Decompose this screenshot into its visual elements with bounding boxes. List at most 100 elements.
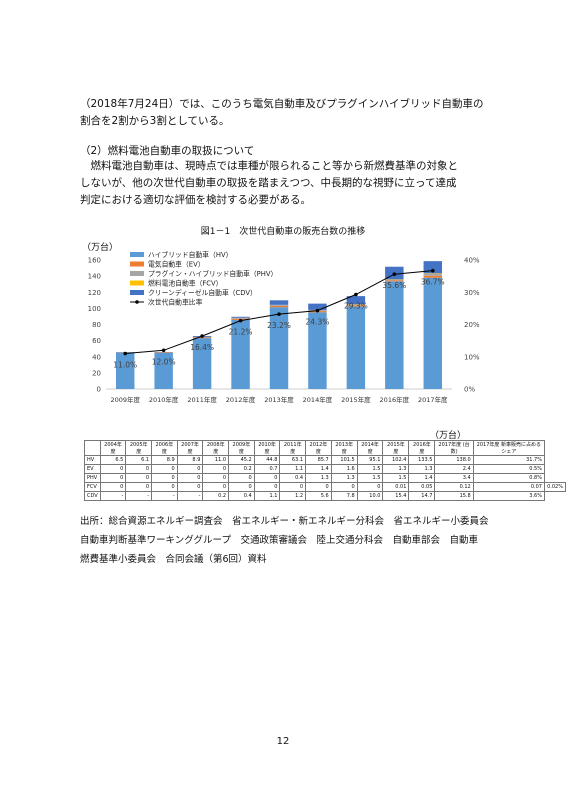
table-cell: 0 [99, 464, 127, 474]
table-cell: 0 [125, 464, 153, 474]
table-cell: 0 [356, 482, 384, 492]
bar-segment [269, 305, 289, 308]
table-cell: EV [84, 464, 101, 474]
para2-line1: 燃料電池自動車は、現時点では車種が限られること等から新燃費基準の対象と [80, 160, 458, 172]
table-header-cell: 2013年度 [330, 440, 358, 456]
chart-unit-label: （万台） [82, 243, 119, 253]
source-line2: 自動車判断基準ワーキンググループ 交通政策審議会 陸上交通分科会 自動車部会 自… [80, 535, 478, 546]
y-left-tick-label: 160 [88, 257, 101, 265]
table-cell: 15.4 [382, 491, 410, 501]
table-header-cell: 2006年度 [151, 440, 178, 456]
legend-label: 燃料電池自動車（FCV） [148, 279, 222, 288]
table-cell: 0.07 [472, 482, 545, 492]
sales-table: 2004年度 2005年度 2006年度 2007年度 2008年度 2009年度 2010… [84, 440, 566, 501]
table-cell: 85.7 [305, 455, 332, 465]
bar-segment [346, 304, 366, 306]
table-cell: 1.5 [382, 473, 410, 483]
table-cell: 0 [151, 473, 178, 483]
table-cell: 1.2 [279, 491, 307, 501]
bar-segment [154, 352, 173, 389]
table-cell: 1.3 [408, 464, 436, 474]
x-tick-label: 2012年度 [226, 395, 256, 404]
y-right-tick-label: 40% [464, 257, 480, 265]
x-tick-label: 2015年度 [341, 395, 371, 404]
bar-segment [346, 296, 366, 305]
table-cell: 1.3 [382, 464, 410, 474]
legend-swatch [130, 271, 144, 276]
figure-title: 図1－1 次世代自動車の販売台数の推移 [200, 227, 366, 237]
legend-label: ハイブリッド自動車（HV） [148, 250, 232, 259]
table-header-cell: 2007年度 [176, 440, 204, 456]
legend-swatch [130, 252, 144, 257]
table-header-cell: 2004年度 [99, 440, 127, 456]
table-cell: 133.5 [408, 455, 436, 465]
table-row: HV 6.5 6.1 8.9 8.9 11.0 45.2 44.8 63.1 85.7 101.5 9… [84, 455, 566, 465]
legend-line-marker [135, 300, 139, 304]
table-header-row: 2004年度 2005年度 2006年度 2007年度 2008年度 2009年度 2010… [84, 440, 566, 456]
table-cell: 0 [330, 482, 358, 492]
table-cell: 0.4 [228, 491, 255, 501]
table-cell: 101.5 [330, 455, 358, 465]
table-cell: 3.6% [472, 491, 545, 501]
table-cell: 138.0 [434, 455, 474, 465]
bar-segment [308, 303, 327, 310]
section-heading: （2）燃料電池自動車の取扱について [80, 145, 255, 157]
para2-line2: しないが、他の次世代自動車の取扱を踏まえつつ、中長期的な視野に立って達成 [80, 177, 457, 189]
y-left-tick-label: 120 [88, 289, 101, 297]
table-cell: 0 [228, 482, 255, 492]
table-header-cell: 2017年度 (台数) [434, 440, 474, 456]
table-header-cell: 2015年度 [382, 440, 410, 456]
bar-segment [385, 281, 404, 389]
table-header-cell: 2008年度 [202, 440, 230, 456]
y-left-tick-label: 80 [92, 321, 101, 329]
y-left-tick-label: 40 [92, 353, 101, 361]
table-row: EV 0 0 0 0 0 0.2 0.7 1.1 1.4 1.6 1.5 1.3 1.3 2.4 0.5% [84, 464, 566, 474]
table-header-cell: 2017年度 新車販売に占めるシェア [472, 440, 545, 456]
ratio-data-label: 35.6% [382, 281, 406, 290]
y-left-tick-label: 0 [97, 386, 101, 394]
table-cell: 14.7 [408, 491, 436, 501]
table-cell: 1.6 [330, 464, 358, 474]
legend-label: 電気自動車（EV） [148, 260, 205, 269]
table-header-cell: 2012年度 [305, 440, 332, 456]
bar-segment [346, 305, 366, 307]
table-cell: 11.0 [202, 455, 230, 465]
ratio-point [200, 334, 204, 338]
table-cell: 0.2 [228, 464, 255, 474]
table-cell: 1.3 [305, 473, 332, 483]
bar-segment [385, 280, 404, 282]
table-cell: 0.12 [434, 482, 474, 492]
table-cell: 0 [202, 464, 230, 474]
source-line3: 燃費基準小委員会 合同会議（第6回）資料 [80, 554, 267, 565]
ratio-data-label: 12.0% [152, 357, 176, 366]
table-cell: - [125, 491, 153, 501]
ratio-data-label: 24.3% [306, 318, 330, 327]
table-cell: 6.1 [125, 455, 153, 465]
source-note: 出所：総合資源エネルギー調査会 省エネルギー・新エネルギー分科会 省エネルギー小… [80, 512, 500, 569]
table-header-cell: 2010年度 [253, 440, 281, 456]
table-cell: 95.1 [356, 455, 384, 465]
table-cell: 2.4 [434, 464, 474, 474]
x-tick-label: 2010年度 [149, 395, 179, 404]
table-cell: 0 [125, 473, 153, 483]
legend-swatch [130, 261, 144, 267]
table-cell: 0.02% [543, 482, 566, 492]
paragraph-intro: （2018年7月24日）では、このうち電気自動車及びプラグインハイブリッド自動車… [80, 96, 500, 130]
legend-label: プラグイン・ハイブリッド自動車（PHV） [148, 269, 277, 278]
bar-segment [231, 317, 250, 319]
bar-segment [115, 352, 135, 389]
table-row: FCV 0 0 0 0 0 0 0 0 0 0 0 0.01 0.05 0.12 0.07 0.02% [84, 482, 566, 492]
table-header-cell: 2011年度 [279, 440, 307, 456]
bar-segment [423, 275, 443, 278]
table-cell: 0.05 [408, 482, 436, 492]
x-tick-label: 2009年度 [110, 395, 140, 404]
ratio-point [430, 268, 435, 273]
table-cell: 0 [305, 482, 332, 492]
table-cell: 1.4 [305, 464, 332, 474]
table-cell: 31.7% [472, 455, 545, 465]
para1-line1: （2018年7月24日）では、このうち電気自動車及びプラグインハイブリッド自動車… [80, 98, 484, 110]
table-cell: 0 [202, 473, 230, 483]
legend-label: クリーンディーゼル自動車（CDV） [148, 288, 257, 297]
x-tick-label: 2016年度 [380, 395, 410, 404]
table-cell: 44.8 [253, 455, 281, 465]
